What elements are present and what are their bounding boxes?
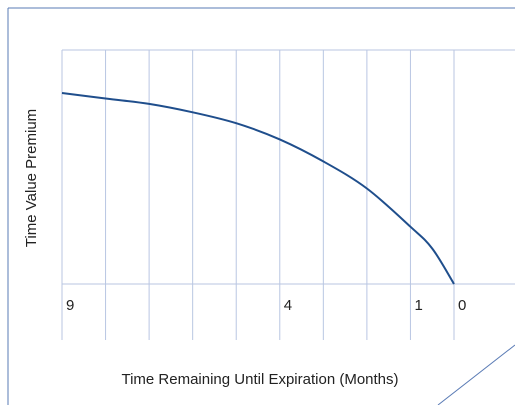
x-tick-labels: 9 4 1 0: [66, 297, 466, 314]
x-axis-label: Time Remaining Until Expiration (Months): [121, 371, 398, 388]
x-tick-label: 4: [284, 297, 292, 314]
x-tick-label: 0: [458, 297, 466, 314]
series-line: [61, 92, 455, 285]
y-axis-label: Time Value Premium: [23, 109, 40, 247]
x-tick-label: 1: [414, 297, 422, 314]
x-tick-label: 9: [66, 297, 74, 314]
frame-corner-slash: [437, 344, 515, 405]
plot-area: [62, 50, 515, 284]
